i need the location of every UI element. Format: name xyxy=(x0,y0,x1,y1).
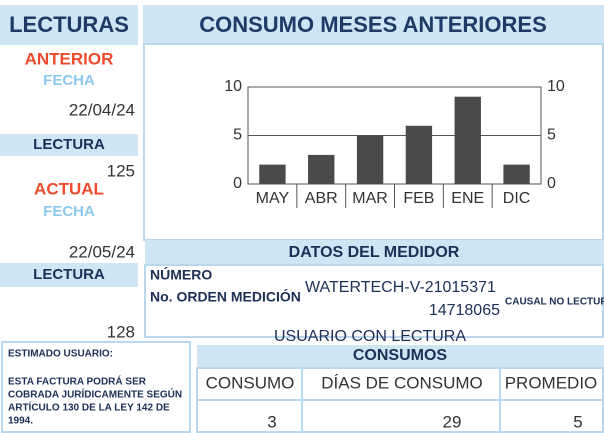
notice-title: ESTIMADO USUARIO: xyxy=(8,349,113,360)
reading: 125 xyxy=(107,161,135,180)
notice-line: COBRADA JURÍDICAMENTE SEGÚN xyxy=(8,388,182,401)
section-title: CONSUMOS xyxy=(353,347,448,364)
x-tick-label: ENE xyxy=(451,190,484,207)
x-tick-label: DIC xyxy=(503,190,531,207)
cell: 3 xyxy=(267,412,276,431)
x-tick-label: MAR xyxy=(352,190,388,207)
bar xyxy=(259,164,286,184)
y-tick-label: 10 xyxy=(547,78,565,95)
header-bar xyxy=(197,345,604,368)
label: ANTERIOR xyxy=(25,49,114,68)
order-number: 14718065 xyxy=(429,302,500,319)
x-tick-label: ABR xyxy=(305,190,338,207)
meter-box xyxy=(144,264,604,338)
x-tick-label: FEB xyxy=(403,190,434,207)
header-bar xyxy=(143,5,604,45)
date: 22/05/24 xyxy=(69,242,135,261)
y-tick-label: 0 xyxy=(233,175,242,192)
col-header: PROMEDIO xyxy=(505,373,598,392)
col-header: CONSUMO xyxy=(206,373,295,392)
header-bar xyxy=(0,134,138,156)
bar xyxy=(503,164,530,184)
y-tick-label: 5 xyxy=(233,127,242,144)
notice-line: ARTÍCULO 130 DE LA LEY 142 DE xyxy=(8,401,170,414)
header-bar xyxy=(0,263,138,287)
label: No. ORDEN MEDICIÓN xyxy=(150,288,301,305)
date: 22/04/24 xyxy=(69,100,135,119)
header-bar xyxy=(145,240,604,265)
header-bar xyxy=(0,5,138,45)
label: CAUSAL NO LECTURA xyxy=(505,297,604,308)
y-tick-label: 10 xyxy=(224,78,242,95)
section-title: DATOS DEL MEDIDOR xyxy=(289,244,460,261)
y-tick-label: 0 xyxy=(547,175,556,192)
chart-title: CONSUMO MESES ANTERIORES xyxy=(199,12,547,37)
col-header: DÍAS DE CONSUMO xyxy=(321,373,483,392)
bar xyxy=(405,125,433,184)
notice-line: 1994. xyxy=(8,416,33,427)
label: NÚMERO xyxy=(150,266,212,283)
bar xyxy=(454,96,481,184)
chart: 0 0 5 5 10 10 MAY ABR MAR FEB ENE DIC xyxy=(224,78,565,208)
label: FECHA xyxy=(43,72,95,89)
label: LECTURA xyxy=(33,136,105,153)
notice-box xyxy=(1,341,191,433)
label: LECTURA xyxy=(33,266,105,283)
label: ACTUAL xyxy=(34,179,104,198)
meter-number: WATERTECH-V-21015371 xyxy=(305,279,496,296)
label: FECHA xyxy=(43,203,95,220)
reading: 128 xyxy=(107,322,135,341)
bar xyxy=(356,135,384,184)
status: USUARIO CON LECTURA xyxy=(274,328,466,345)
lecturas-title: LECTURAS xyxy=(9,12,129,37)
cell: 29 xyxy=(443,412,462,431)
cell: 5 xyxy=(573,412,582,431)
y-tick-label: 5 xyxy=(547,127,556,144)
bar xyxy=(308,154,335,184)
notice-line: ESTA FACTURA PODRÁ SER xyxy=(8,375,147,388)
x-tick-label: MAY xyxy=(256,190,290,207)
